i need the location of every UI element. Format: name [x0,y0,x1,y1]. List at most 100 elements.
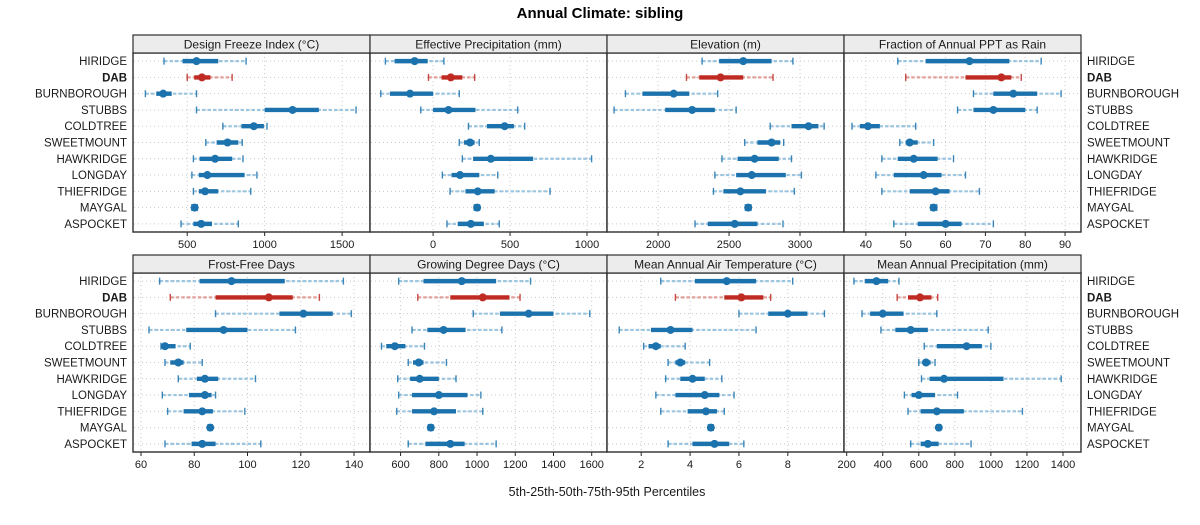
station-label-right-longday: LONGDAY [1087,390,1143,402]
median-dot-coldtree [249,122,258,131]
tick-label: 1000 [575,239,599,251]
station-label-left-stubbs: STUBBS [81,105,127,117]
median-dot-sweetmount [466,138,475,147]
median-dot-thiefridge [201,187,210,196]
station-label-left-burnborough: BURNBOROUGH [35,89,127,101]
station-label-left-longday: LONGDAY [72,390,128,402]
median-dot-coldtree [390,342,399,351]
station-label-right-stubbs: STUBBS [1087,105,1133,117]
tick-label: 80 [1019,239,1031,251]
station-label-right-burnborough: BURNBOROUGH [1087,309,1179,321]
station-label-left-coldtree: COLDTREE [64,341,127,353]
median-dot-coldtree [651,342,660,351]
tick-label: 1000 [979,459,1003,471]
median-dot-hawkridge [415,374,424,383]
median-dot-thiefridge [473,187,482,196]
tick-label: 500 [178,239,196,251]
median-dot-stubbs [288,105,297,114]
median-dot-maygal [426,423,435,432]
median-dot-hiridge [722,277,731,286]
median-dot-dab [446,73,455,82]
median-dot-burnborough [159,89,168,98]
station-label-right-hawkridge: HAWKRIDGE [1087,374,1158,386]
median-dot-thiefridge [701,407,710,416]
median-dot-coldtree [863,122,872,131]
station-label-right-maygal: MAYGAL [1087,423,1135,435]
median-dot-aspocket [923,439,932,448]
panel-title: Mean Annual Air Temperature (°C) [634,258,817,272]
median-dot-maygal [206,423,215,432]
median-dot-maygal [934,423,943,432]
median-dot-hawkridge [940,374,949,383]
median-dot-longday [747,171,756,180]
tick-label: 60 [939,239,951,251]
station-label-left-hawkridge: HAWKRIDGE [57,374,128,386]
median-dot-thiefridge [931,187,940,196]
median-dot-coldtree [804,122,813,131]
panel-title: Elevation (m) [690,38,761,52]
median-dot-dab [737,293,746,302]
tick-label: 3000 [788,239,812,251]
median-dot-thiefridge [932,407,941,416]
station-label-left-hawkridge: HAWKRIDGE [57,154,128,166]
median-dot-thiefridge [430,407,439,416]
median-dot-coldtree [962,342,971,351]
station-label-right-thiefridge: THIEFRIDGE [1087,406,1157,418]
median-dot-dab [916,293,925,302]
median-dot-longday [434,391,443,400]
station-label-left-thiefridge: THIEFRIDGE [57,186,127,198]
tick-label: 600 [391,459,409,471]
tick-label: 80 [188,459,200,471]
median-dot-burnborough [406,89,415,98]
median-dot-aspocket [941,219,950,228]
median-dot-stubbs [989,105,998,114]
median-dot-dab [478,293,487,302]
station-label-left-longday: LONGDAY [72,170,128,182]
median-dot-dab [197,73,206,82]
tick-label: 1000 [252,239,276,251]
tick-label: 60 [135,459,147,471]
tick-label: 40 [860,239,872,251]
panel-title: Effective Precipitation (mm) [415,38,562,52]
median-dot-hawkridge [200,374,209,383]
station-label-left-sweetmount: SWEETMOUNT [44,358,127,370]
median-dot-aspocket [446,439,455,448]
median-dot-maygal [190,203,199,212]
tick-label: 1500 [330,239,354,251]
median-dot-sweetmount [414,358,423,367]
median-dot-aspocket [466,219,475,228]
median-dot-hawkridge [486,154,495,163]
station-label-right-dab: DAB [1087,72,1112,84]
median-dot-dab [716,73,725,82]
station-label-right-aspocket: ASPOCKET [1087,439,1150,451]
median-dot-thiefridge [198,407,207,416]
median-dot-aspocket [198,439,207,448]
chart-title: Annual Climate: sibling [516,5,684,22]
median-dot-burnborough [783,309,792,318]
station-label-right-thiefridge: THIEFRIDGE [1087,186,1157,198]
station-label-left-stubbs: STUBBS [81,325,127,337]
station-label-right-coldtree: COLDTREE [1087,341,1150,353]
tick-label: 6 [736,459,742,471]
station-label-left-dab: DAB [102,72,127,84]
median-dot-aspocket [710,439,719,448]
median-dot-hiridge [227,277,236,286]
panel-title: Growing Degree Days (°C) [417,258,560,272]
median-dot-hiridge [872,277,881,286]
station-label-right-dab: DAB [1087,292,1112,304]
median-dot-hiridge [410,57,419,66]
panel-title: Design Freeze Index (°C) [184,38,320,52]
tick-label: 100 [238,459,256,471]
median-dot-stubbs [666,325,675,334]
station-label-right-hiridge: HIRIDGE [1087,56,1135,68]
panel-strip [843,254,1082,274]
tick-label: 1200 [503,459,527,471]
median-dot-longday [456,171,465,180]
median-dot-burnborough [669,89,678,98]
median-dot-longday [700,391,709,400]
median-dot-sweetmount [174,358,183,367]
tick-label: 2000 [646,239,670,251]
median-dot-dab [264,293,273,302]
median-dot-hiridge [739,57,748,66]
tick-label: 800 [946,459,964,471]
